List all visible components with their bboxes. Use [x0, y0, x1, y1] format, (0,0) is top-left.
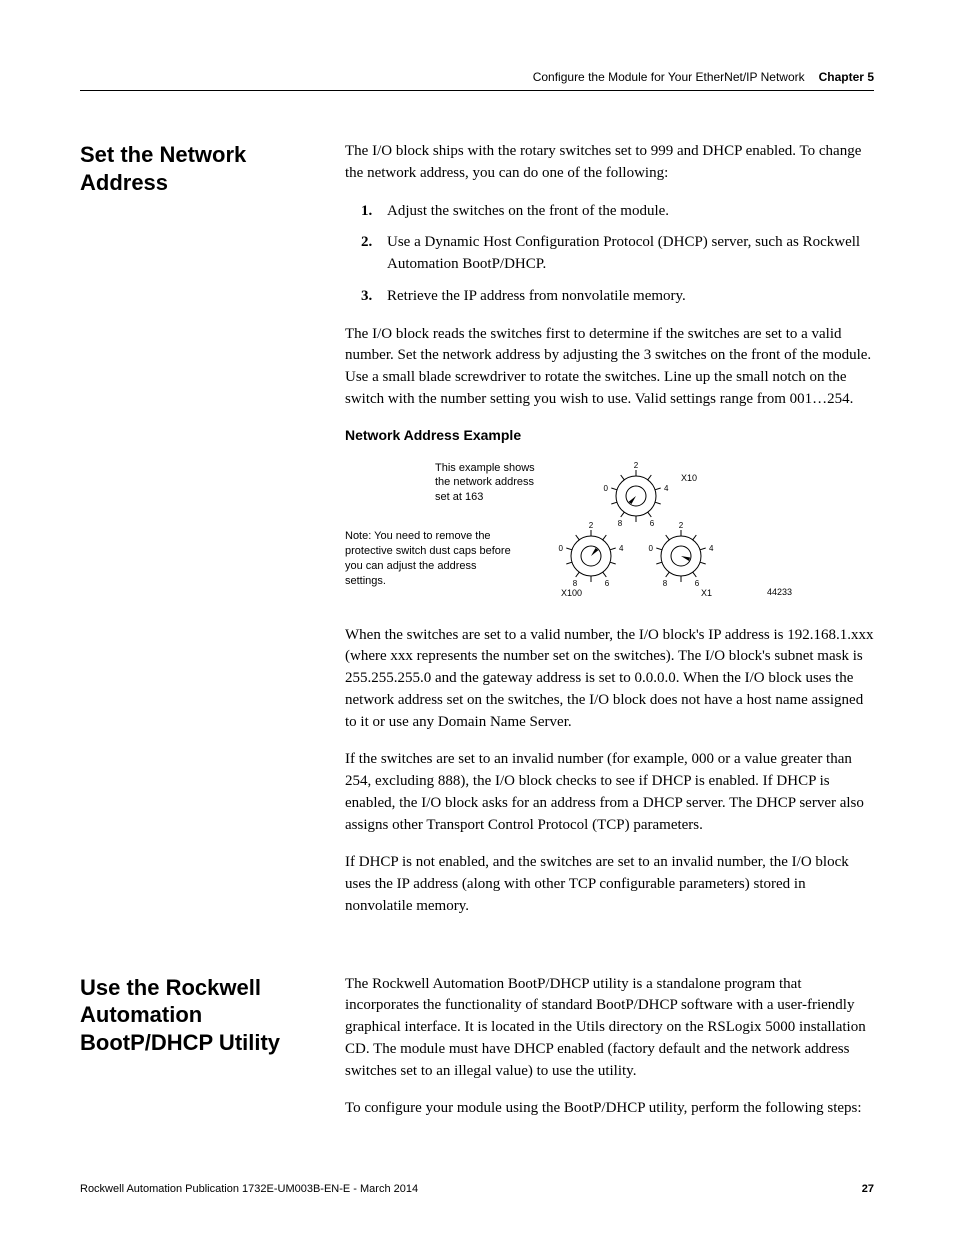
- svg-text:0: 0: [649, 544, 654, 553]
- rotary-switches-diagram: 2 4 6 8 0 X10: [541, 461, 731, 601]
- step-text: Retrieve the IP address from nonvolatile…: [387, 286, 686, 308]
- section-heading: Set the Network Address: [80, 141, 315, 196]
- figure-note: Note: You need to remove the protective …: [345, 529, 515, 588]
- svg-text:6: 6: [605, 579, 610, 588]
- body-paragraph: The Rockwell Automation BootP/DHCP utili…: [345, 974, 874, 1083]
- svg-text:2: 2: [634, 461, 639, 470]
- svg-text:8: 8: [663, 579, 668, 588]
- step-text: Use a Dynamic Host Configuration Protoco…: [387, 232, 874, 276]
- intro-paragraph: The I/O block ships with the rotary swit…: [345, 141, 874, 185]
- page-number: 27: [862, 1183, 874, 1195]
- section-bootp-dhcp-utility: Use the Rockwell Automation BootP/DHCP U…: [80, 974, 874, 1137]
- publication-info: Rockwell Automation Publication 1732E-UM…: [80, 1183, 418, 1195]
- breadcrumb: Configure the Module for Your EtherNet/I…: [533, 70, 805, 84]
- svg-text:8: 8: [573, 579, 578, 588]
- body-paragraph: When the switches are set to a valid num…: [345, 625, 874, 734]
- page-header: Configure the Module for Your EtherNet/I…: [80, 70, 874, 91]
- svg-text:4: 4: [619, 544, 624, 553]
- section-heading: Use the Rockwell Automation BootP/DHCP U…: [80, 974, 315, 1057]
- figure-id: 44233: [767, 587, 792, 601]
- list-item: 2.Use a Dynamic Host Configuration Proto…: [361, 232, 874, 276]
- svg-text:8: 8: [618, 519, 623, 528]
- section-set-network-address: Set the Network Address The I/O block sh…: [80, 141, 874, 934]
- svg-text:6: 6: [650, 519, 655, 528]
- figure-caption-top: This example shows the network address s…: [345, 461, 535, 506]
- svg-text:0: 0: [559, 544, 564, 553]
- list-item: 3.Retrieve the IP address from nonvolati…: [361, 286, 874, 308]
- dial-label-x1: X1: [701, 588, 712, 598]
- dial-label-x10: X10: [681, 473, 697, 483]
- body-paragraph: If DHCP is not enabled, and the switches…: [345, 852, 874, 917]
- example-heading: Network Address Example: [345, 427, 874, 443]
- svg-text:2: 2: [589, 521, 594, 530]
- svg-text:6: 6: [695, 579, 700, 588]
- svg-text:0: 0: [604, 484, 609, 493]
- network-address-figure: This example shows the network address s…: [345, 457, 874, 601]
- body-paragraph: If the switches are set to an invalid nu…: [345, 749, 874, 836]
- page-footer: Rockwell Automation Publication 1732E-UM…: [80, 1183, 874, 1195]
- body-paragraph: To configure your module using the BootP…: [345, 1098, 874, 1120]
- body-paragraph: The I/O block reads the switches first t…: [345, 324, 874, 411]
- dial-label-x100: X100: [561, 588, 582, 598]
- svg-text:4: 4: [709, 544, 714, 553]
- svg-text:2: 2: [679, 521, 684, 530]
- list-item: 1.Adjust the switches on the front of th…: [361, 201, 874, 223]
- chapter-label: Chapter 5: [819, 70, 874, 84]
- figure-notes: This example shows the network address s…: [345, 461, 525, 589]
- step-text: Adjust the switches on the front of the …: [387, 201, 669, 223]
- svg-text:4: 4: [664, 484, 669, 493]
- steps-list: 1.Adjust the switches on the front of th…: [345, 201, 874, 308]
